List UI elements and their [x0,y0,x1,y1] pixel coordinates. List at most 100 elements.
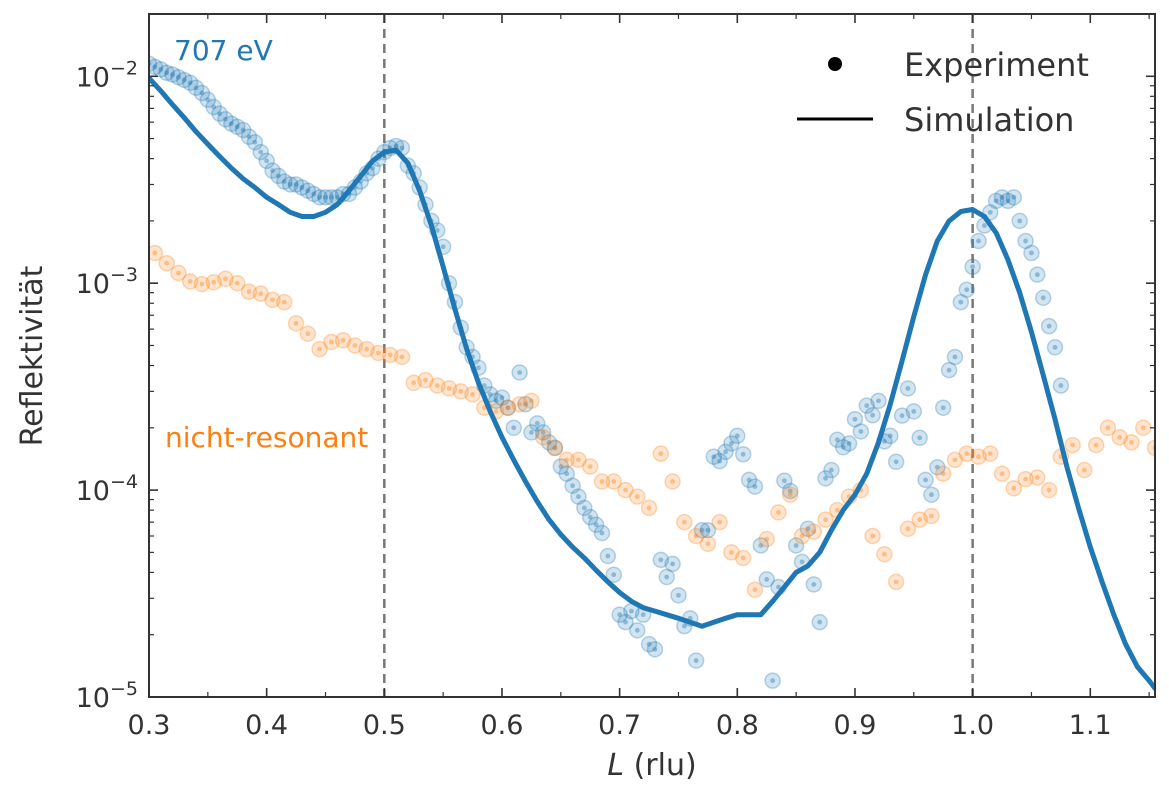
data-point-core [799,559,805,565]
data-point-core [258,291,264,297]
data-point-s0-81 [617,613,634,631]
data-point-core [364,346,370,352]
data-point-core [623,487,628,493]
data-point-s0-98 [717,443,734,461]
data-point-ring [646,641,664,658]
data-point-ring [740,471,758,489]
data-point-ring [287,315,305,332]
data-point-ring [593,524,611,542]
data-point-ring [864,527,881,545]
data-point-s0-140 [964,258,981,276]
data-point-core [929,492,934,498]
data-point-ring [1064,436,1081,454]
data-point-core [705,527,711,533]
data-point-core [834,507,840,513]
data-point-core [681,519,687,525]
x-tick-label-2: 0.5 [363,710,406,741]
data-point-core [334,194,340,200]
data-point-s0-137 [946,348,964,366]
data-point-core [1023,238,1028,244]
data-point-core [540,430,546,435]
data-point-core [199,90,205,96]
data-point-s1-53 [770,504,787,521]
data-point-s1-45 [676,513,693,531]
data-point-s0-29 [311,189,328,206]
annotation-nicht-resonant: nicht-resonant [165,421,368,454]
data-point-s0-144 [987,192,1005,210]
data-point-s1-5 [205,274,222,291]
data-point-s1-42 [640,499,658,517]
data-point-ring [993,189,1011,206]
data-point-s0-78 [599,547,617,565]
data-point-ring [1034,289,1052,307]
data-point-s0-76 [587,516,605,533]
data-point-core [376,350,381,356]
data-point-ring [946,348,964,366]
data-point-s1-63 [887,573,905,591]
data-point-core [446,386,452,391]
data-point-core [605,553,611,559]
data-point-core [864,403,870,409]
data-point-ring [1040,481,1058,499]
data-point-core [434,383,440,388]
x-tick-label-4: 0.7 [598,710,641,741]
data-point-core [328,194,334,200]
data-point-ring [381,346,399,364]
data-point-core [793,543,799,548]
y-tick-label-3: 10−2 [76,57,138,93]
data-point-core [652,646,658,652]
data-point-s1-36 [570,451,587,469]
data-point-core [999,194,1005,200]
data-point-s0-88 [658,568,675,586]
data-point-s0-20 [258,152,275,170]
data-point-core [164,260,170,266]
data-point-ring [934,399,952,417]
data-point-ring [817,511,834,528]
data-point-ring [970,232,987,250]
data-point-ring [405,374,422,392]
data-point-core [611,479,617,484]
data-point-s0-9 [193,84,211,102]
data-point-core [328,339,334,345]
data-point-s1-44 [664,473,681,490]
data-point-ring [1046,339,1064,356]
data-point-ring [149,244,164,262]
data-point-s0-64 [517,395,534,413]
data-point-ring [617,481,634,499]
data-point-s1-18 [358,340,375,358]
data-point-s0-128 [893,407,911,424]
data-point-ring [1076,461,1093,479]
data-point-core [676,592,681,598]
data-point-ring [687,527,705,545]
data-point-s0-120 [846,410,864,428]
data-point-ring [1005,480,1023,497]
data-point-ring [899,380,917,397]
data-point-s1-38 [593,473,611,490]
data-point-s0-85 [640,635,658,653]
data-point-s0-12 [211,105,228,122]
data-point-core [517,370,523,375]
data-point-core [893,459,899,465]
data-point-ring [205,274,222,291]
data-point-s0-72 [564,477,581,494]
data-point-ring [787,537,805,554]
data-point-ring [464,386,481,403]
data-point-core [470,392,475,397]
data-point-core [658,451,664,457]
data-point-ring [723,544,740,561]
data-point-ring [982,445,999,462]
data-point-core [976,238,981,244]
data-point-core [770,678,776,684]
data-point-ring [228,274,246,292]
data-point-s1-74 [1017,470,1034,488]
data-point-ring [693,521,711,539]
data-point-s0-93 [687,652,705,669]
data-point-core [270,168,275,174]
data-point-s0-90 [670,587,687,604]
data-point-s1-64 [899,520,917,538]
data-point-s0-118 [834,439,852,456]
data-point-core [876,398,881,404]
data-point-core [505,405,511,411]
data-point-ring [729,427,746,445]
data-point-s0-75 [581,508,599,526]
